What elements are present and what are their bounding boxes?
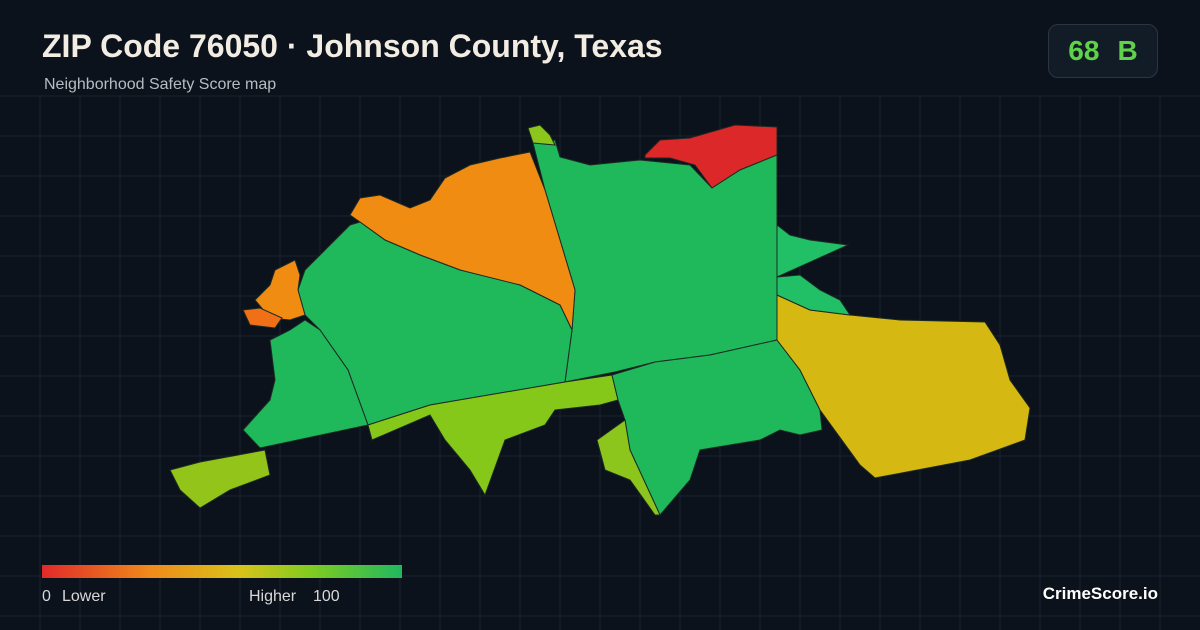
legend-min: 0	[42, 588, 51, 605]
subtitle: Neighborhood Safety Score map	[44, 76, 277, 93]
area	[367, 374, 619, 497]
area	[242, 307, 283, 329]
score-value: 68	[1068, 35, 1100, 66]
area	[776, 223, 850, 278]
zip-areas	[169, 124, 1031, 516]
title: ZIP Code 76050 · Johnson County, Texas	[42, 28, 663, 64]
legend-max: 100	[313, 588, 340, 605]
score-badge: 68 B	[1048, 24, 1158, 78]
score-grade: B	[1117, 35, 1138, 66]
area	[596, 419, 661, 516]
area	[169, 449, 271, 509]
area	[776, 274, 852, 316]
legend-max-label: Higher	[249, 588, 297, 605]
legend-gradient	[42, 565, 402, 578]
area	[527, 124, 556, 146]
legend-min-label: Lower	[62, 588, 106, 605]
area	[776, 294, 1031, 479]
brand: CrimeScore.io	[1042, 584, 1158, 603]
